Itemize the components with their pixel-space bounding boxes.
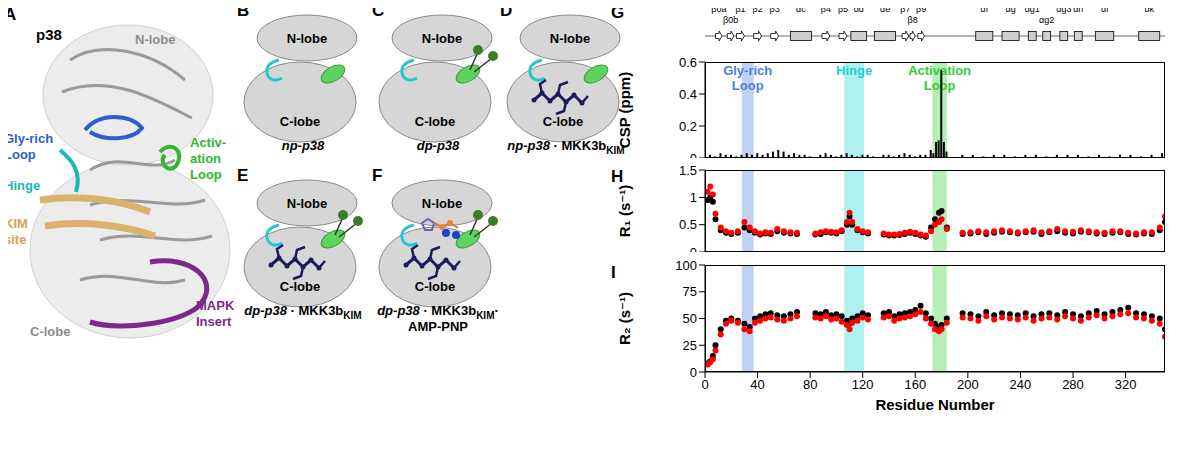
svg-text:Gly-richLoop: Gly-richLoop	[8, 131, 53, 162]
svg-text:50: 50	[683, 311, 697, 326]
svg-text:αg3: αg3	[1056, 8, 1071, 14]
svg-text:αh: αh	[1073, 8, 1083, 14]
svg-text:0.4: 0.4	[679, 87, 697, 102]
svg-text:C-lobe: C-lobe	[415, 279, 455, 294]
svg-text:R₂ (s⁻¹): R₂ (s⁻¹)	[616, 292, 633, 345]
svg-text:Residue Number: Residue Number	[875, 396, 994, 413]
svg-text:0: 0	[690, 365, 697, 380]
svg-text:αe: αe	[880, 8, 890, 14]
svg-text:280: 280	[1062, 377, 1084, 392]
svg-text:H: H	[611, 167, 623, 186]
svg-text:200: 200	[957, 377, 979, 392]
svg-text:ActivationLoop: ActivationLoop	[908, 63, 971, 93]
svg-text:CSP (ppm): CSP (ppm)	[616, 72, 633, 148]
svg-text:80: 80	[803, 377, 817, 392]
svg-text:N-lobe: N-lobe	[422, 31, 462, 46]
svg-text:Hinge: Hinge	[8, 178, 40, 193]
svg-text:MAPKInsert: MAPKInsert	[196, 298, 235, 329]
svg-text:1: 1	[690, 190, 697, 205]
svg-text:β2: β2	[752, 8, 762, 14]
svg-text:D: D	[500, 8, 512, 20]
svg-text:120: 120	[852, 377, 874, 392]
svg-text:240: 240	[1010, 377, 1032, 392]
svg-text:KIMsite: KIMsite	[8, 216, 28, 247]
svg-text:1.5: 1.5	[679, 163, 697, 178]
svg-text:C-lobe: C-lobe	[280, 114, 320, 129]
svg-text:C-lobe: C-lobe	[543, 114, 583, 129]
svg-text:75: 75	[683, 284, 697, 299]
svg-text:C-lobe: C-lobe	[280, 279, 320, 294]
svg-text:320: 320	[1115, 377, 1137, 392]
svg-text:αk: αk	[1144, 8, 1154, 14]
svg-text:αd: αd	[854, 8, 864, 14]
svg-text:N-lobe: N-lobe	[135, 32, 175, 47]
svg-text:C: C	[372, 8, 384, 20]
svg-text:np-p38: np-p38	[282, 138, 325, 153]
svg-text:αf: αf	[980, 8, 988, 14]
svg-text:0.2: 0.2	[679, 119, 697, 134]
svg-text:0.6: 0.6	[679, 55, 697, 70]
svg-text:β8: β8	[908, 15, 918, 25]
svg-text:αg2: αg2	[1039, 15, 1054, 25]
svg-text:dp-p38 · MKK3bKIM: dp-p38 · MKK3bKIM	[244, 303, 361, 321]
svg-text:β7: β7	[900, 8, 910, 14]
svg-text:Gly-richLoop: Gly-richLoop	[723, 63, 772, 93]
svg-text:A: A	[8, 8, 16, 24]
svg-text:Hinge: Hinge	[836, 63, 872, 78]
svg-text:N-lobe: N-lobe	[550, 31, 590, 46]
svg-text:αg: αg	[1005, 8, 1015, 14]
svg-text:β1: β1	[735, 8, 745, 14]
svg-text:p38: p38	[36, 26, 62, 43]
svg-text:R₁ (s⁻¹): R₁ (s⁻¹)	[616, 185, 633, 237]
svg-text:AMP-PNP: AMP-PNP	[408, 319, 468, 334]
svg-text:G: G	[611, 8, 624, 22]
svg-text:N-lobe: N-lobe	[422, 196, 462, 211]
svg-text:100: 100	[675, 258, 697, 273]
svg-text:αc: αc	[796, 8, 806, 14]
svg-text:E: E	[237, 166, 248, 185]
svg-text:αi: αi	[1101, 8, 1108, 14]
svg-text:αg1: αg1	[1025, 8, 1040, 14]
svg-text:β5: β5	[838, 8, 848, 14]
svg-text:β3: β3	[770, 8, 780, 14]
svg-text:N-lobe: N-lobe	[287, 196, 327, 211]
svg-text:160: 160	[904, 377, 926, 392]
svg-text:0: 0	[701, 377, 708, 392]
svg-text:0: 0	[690, 151, 697, 158]
svg-text:np-p38 · MKK3bKIM: np-p38 · MKK3bKIM	[507, 138, 624, 156]
svg-text:N-lobe: N-lobe	[287, 31, 327, 46]
svg-text:β0b: β0b	[723, 15, 738, 25]
svg-text:β0a: β0a	[711, 8, 726, 14]
svg-text:F: F	[372, 166, 382, 185]
svg-text:B: B	[237, 8, 249, 20]
svg-text:40: 40	[750, 377, 764, 392]
svg-text:Activ-ationLoop: Activ-ationLoop	[190, 135, 226, 182]
svg-text:C-lobe: C-lobe	[30, 324, 70, 339]
svg-text:dp-p38: dp-p38	[417, 138, 460, 153]
svg-text:dp-p38 · MKK3bKIM·: dp-p38 · MKK3bKIM·	[377, 303, 499, 321]
svg-text:0.5: 0.5	[679, 217, 697, 232]
svg-text:25: 25	[683, 338, 697, 353]
svg-text:β9: β9	[916, 8, 926, 14]
svg-text:β4: β4	[821, 8, 831, 14]
svg-text:0: 0	[690, 245, 697, 252]
svg-text:I: I	[611, 263, 616, 282]
svg-text:C-lobe: C-lobe	[415, 114, 455, 129]
